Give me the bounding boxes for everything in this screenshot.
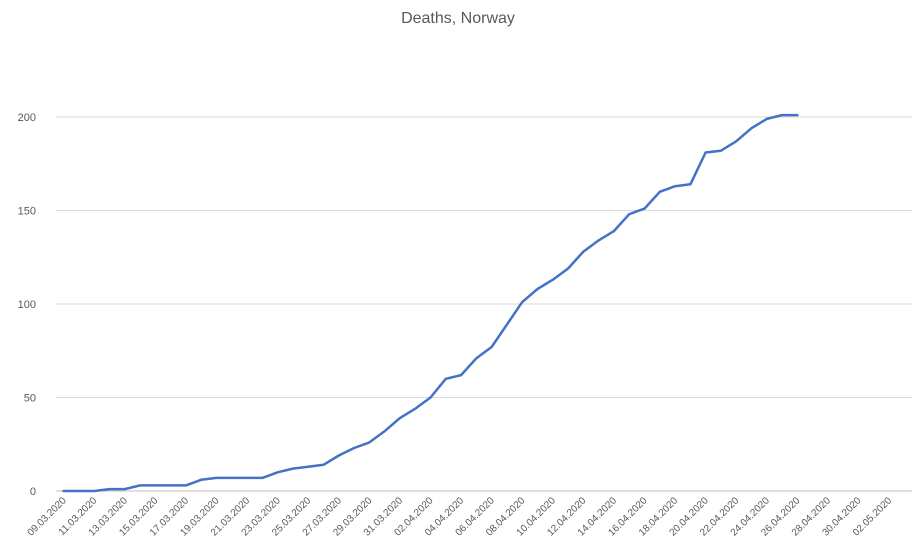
series-line bbox=[62, 113, 799, 493]
y-tick-label: 100 bbox=[18, 299, 36, 311]
chart-title: Deaths, Norway bbox=[401, 10, 515, 27]
x-axis-ticks: 09.03.202011.03.202013.03.202015.03.2020… bbox=[26, 495, 895, 538]
y-axis-ticks: 0 50 100 150 200 bbox=[18, 112, 36, 498]
y-tick-label: 150 bbox=[18, 206, 36, 218]
y-tick-label: 50 bbox=[24, 393, 36, 405]
y-tick-label: 200 bbox=[18, 112, 36, 124]
series-group bbox=[62, 113, 799, 493]
gridlines bbox=[56, 116, 912, 492]
y-tick-label: 0 bbox=[30, 486, 36, 498]
